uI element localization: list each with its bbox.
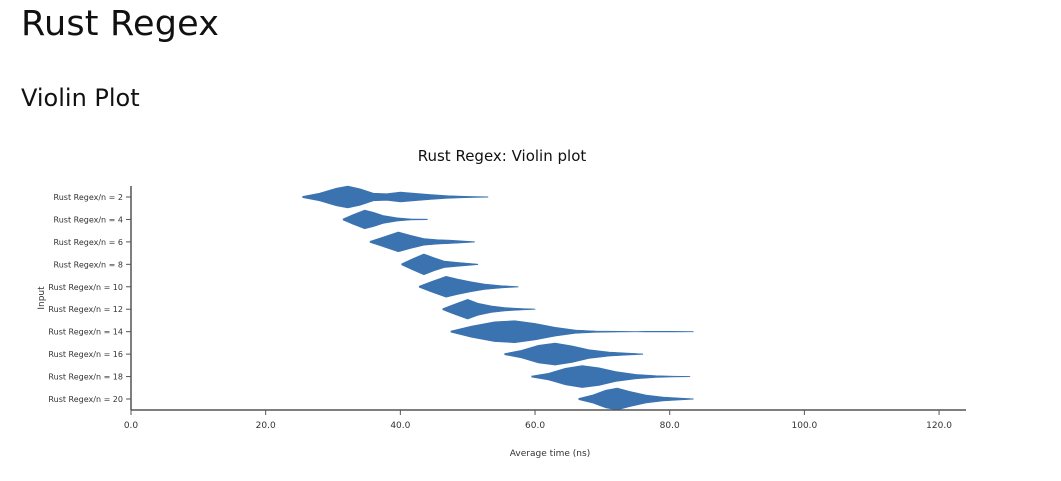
chart-title: Rust Regex: Violin plot: [418, 147, 587, 165]
violin-series-group: [302, 185, 694, 411]
x-axis-label: Average time (ns): [510, 449, 590, 459]
y-tick-label: Rust Regex/n = 10: [48, 283, 123, 292]
violin-3: [369, 231, 475, 253]
violin-2: [342, 209, 428, 230]
violin-1: [302, 185, 489, 209]
x-tick-group: 0.0 20.0 40.0 60.0 80.0 100.0 120.0: [124, 410, 952, 431]
y-tick-label: Rust Regex/n = 8: [54, 260, 123, 269]
violin-6: [442, 298, 536, 320]
violin-9: [531, 365, 691, 388]
y-tick-label: Rust Regex/n = 2: [54, 193, 123, 202]
x-tick-label: 0.0: [124, 421, 139, 431]
violin-4: [401, 253, 479, 276]
violin-7: [450, 320, 694, 344]
x-tick-label: 20.0: [256, 421, 276, 431]
y-tick-label: Rust Regex/n = 6: [54, 238, 123, 247]
page-title: Rust Regex: [21, 4, 220, 44]
x-tick-label: 100.0: [792, 421, 818, 431]
y-axis-label: Input: [37, 286, 47, 310]
section-title: Violin Plot: [21, 84, 140, 112]
y-tick-label: Rust Regex/n = 14: [48, 328, 123, 337]
y-tick-label: Rust Regex/n = 4: [54, 215, 123, 224]
y-tick-label: Rust Regex/n = 12: [48, 305, 123, 314]
x-tick-label: 120.0: [926, 421, 952, 431]
violin-10: [578, 387, 694, 411]
violin-5: [418, 275, 519, 298]
y-tick-label: Rust Regex/n = 20: [48, 395, 123, 404]
x-tick-label: 80.0: [660, 421, 680, 431]
y-tick-label: Rust Regex/n = 16: [48, 350, 123, 359]
y-tick-group: Rust Regex/n = 2 Rust Regex/n = 4 Rust Reg…: [48, 193, 131, 404]
x-tick-label: 40.0: [390, 421, 410, 431]
x-tick-label: 60.0: [525, 421, 545, 431]
y-tick-label: Rust Regex/n = 18: [48, 373, 123, 382]
violin-8: [504, 342, 644, 366]
